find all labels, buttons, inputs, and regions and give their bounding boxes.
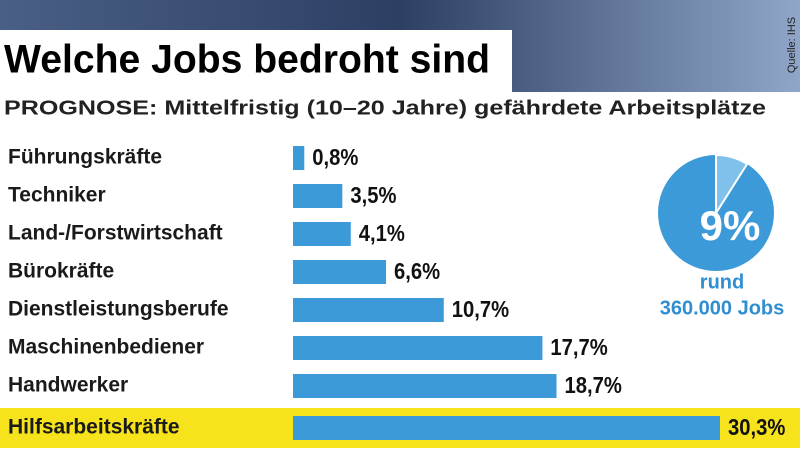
bar xyxy=(293,184,343,208)
bar xyxy=(293,146,305,170)
value-label: 18,7% xyxy=(565,372,622,399)
category-label: Bürokräfte xyxy=(8,260,114,283)
category-label: Land-/Forstwirtschaft xyxy=(8,222,223,245)
value-label: 3,5% xyxy=(350,182,396,209)
category-label: Hilfsarbeitskräfte xyxy=(8,416,180,439)
pie-label: 9% xyxy=(700,202,761,249)
value-label: 30,3% xyxy=(728,414,785,441)
category-label: Maschinenbediener xyxy=(8,336,204,359)
bar xyxy=(293,222,351,246)
bar xyxy=(293,336,543,360)
title-box xyxy=(0,30,512,92)
source: Quelle: IHS xyxy=(786,17,798,73)
charts: Führungskräfte 0,8% Techniker 3,5% Land-/For… xyxy=(0,144,800,448)
category-label: Handwerker xyxy=(8,374,128,397)
category-label: Führungskräfte xyxy=(8,146,162,169)
value-label: 4,1% xyxy=(359,220,405,247)
bar xyxy=(293,260,387,284)
annotation: rund xyxy=(700,271,744,293)
subtitle: PROGNOSE: Mittelfristig (10–20 Jahre) ge… xyxy=(4,97,766,119)
value-label: 6,6% xyxy=(394,258,440,285)
pie-slice xyxy=(715,153,749,217)
category-label: Techniker xyxy=(8,184,106,207)
value-label: 0,8% xyxy=(312,144,358,171)
title: Welche Jobs bedroht sind xyxy=(4,38,490,82)
bar xyxy=(293,374,557,398)
bar xyxy=(293,298,444,322)
value-label: 10,7% xyxy=(452,296,509,323)
bar xyxy=(293,416,720,440)
value-label: 17,7% xyxy=(550,334,607,361)
category-label: Dienstleistungsberufe xyxy=(8,298,229,321)
annotation: 360.000 Jobs xyxy=(660,297,785,319)
